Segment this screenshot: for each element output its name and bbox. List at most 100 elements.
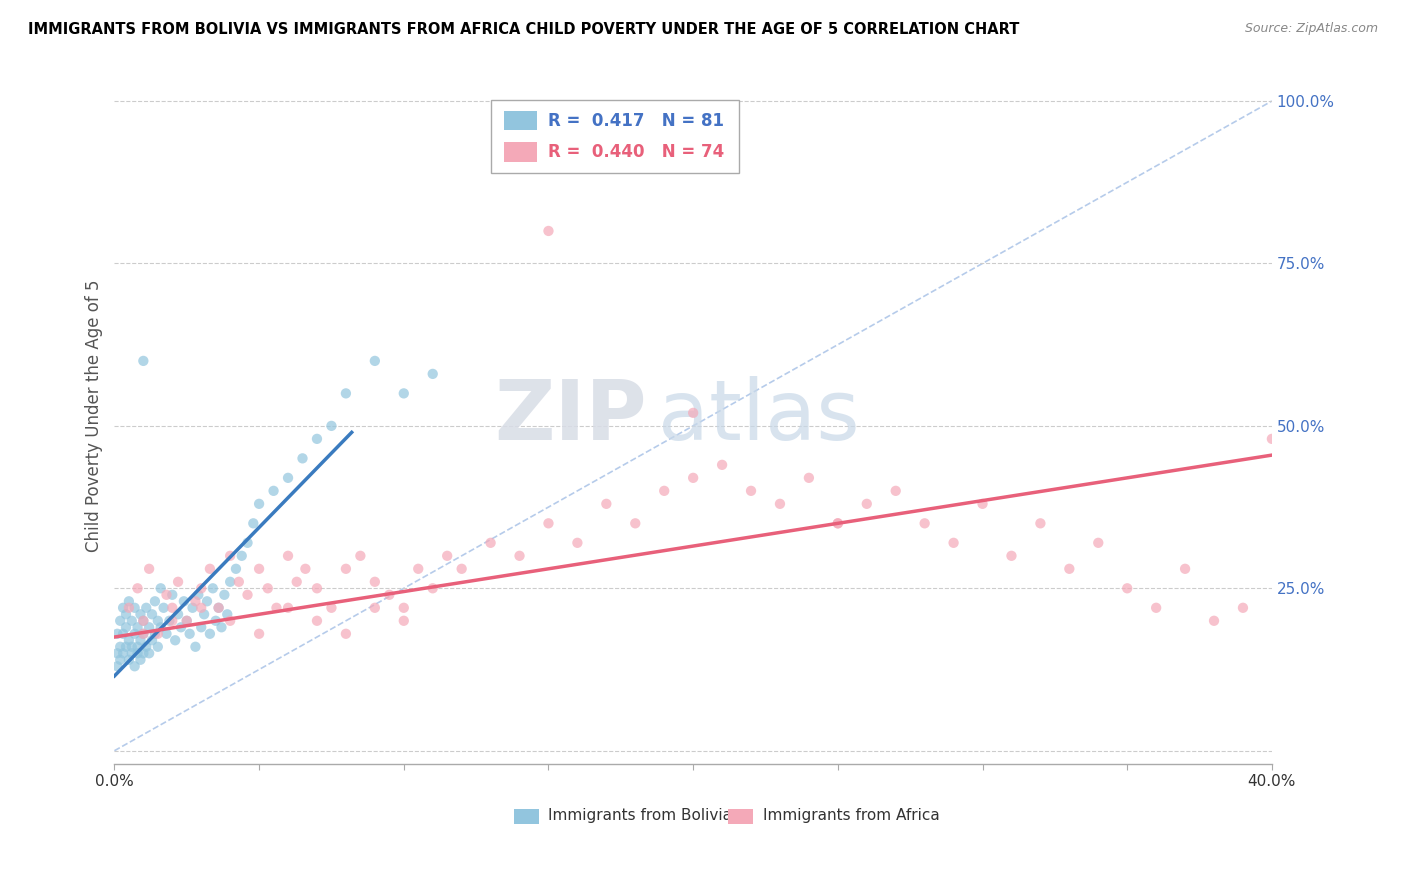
Point — [167, 574, 190, 589]
Point — [190, 600, 212, 615]
Point — [132, 627, 155, 641]
Point — [207, 600, 229, 615]
Point — [1116, 582, 1139, 596]
Point — [236, 536, 259, 550]
Point — [509, 549, 531, 563]
Point — [124, 600, 146, 615]
Point — [138, 620, 160, 634]
Text: Immigrants from Bolivia: Immigrants from Bolivia — [548, 808, 733, 823]
Point — [198, 627, 221, 641]
Point — [121, 640, 143, 654]
Point — [914, 516, 936, 531]
Point — [335, 627, 357, 641]
Text: ZIP: ZIP — [495, 376, 647, 457]
Point — [115, 620, 138, 634]
Point — [167, 607, 190, 622]
Point — [121, 614, 143, 628]
Point — [176, 614, 198, 628]
Point — [378, 588, 401, 602]
Point — [1174, 562, 1197, 576]
Point — [184, 640, 207, 654]
Point — [219, 614, 242, 628]
Point — [105, 646, 128, 660]
Point — [118, 600, 141, 615]
Point — [797, 471, 820, 485]
Point — [207, 600, 229, 615]
Point — [108, 653, 131, 667]
Point — [141, 607, 163, 622]
Point — [1029, 516, 1052, 531]
Point — [567, 536, 589, 550]
Point — [855, 497, 877, 511]
Point — [112, 646, 135, 660]
Point — [285, 574, 308, 589]
Point — [305, 432, 328, 446]
Point — [138, 562, 160, 576]
Point — [184, 594, 207, 608]
FancyBboxPatch shape — [505, 111, 537, 130]
Point — [682, 471, 704, 485]
Point — [132, 614, 155, 628]
Point — [195, 594, 218, 608]
Point — [277, 549, 299, 563]
Point — [201, 582, 224, 596]
Point — [364, 354, 387, 368]
Point — [108, 614, 131, 628]
Point — [162, 614, 184, 628]
Point — [155, 627, 177, 641]
Point — [146, 627, 169, 641]
Point — [1232, 600, 1254, 615]
Point — [149, 620, 172, 634]
Point — [335, 562, 357, 576]
Point — [165, 633, 187, 648]
Point — [537, 516, 560, 531]
Text: IMMIGRANTS FROM BOLIVIA VS IMMIGRANTS FROM AFRICA CHILD POVERTY UNDER THE AGE OF: IMMIGRANTS FROM BOLIVIA VS IMMIGRANTS FR… — [28, 22, 1019, 37]
Point — [121, 646, 143, 660]
Point — [479, 536, 502, 550]
Point — [1059, 562, 1081, 576]
Point — [132, 627, 155, 641]
Point — [392, 614, 415, 628]
Point — [450, 562, 472, 576]
FancyBboxPatch shape — [505, 142, 537, 161]
Point — [228, 574, 250, 589]
Point — [115, 640, 138, 654]
Point — [170, 620, 193, 634]
Point — [149, 582, 172, 596]
Point — [277, 471, 299, 485]
Point — [305, 614, 328, 628]
Point — [422, 367, 444, 381]
Point — [364, 600, 387, 615]
Y-axis label: Child Poverty Under the Age of 5: Child Poverty Under the Age of 5 — [86, 280, 103, 552]
Text: R =  0.417   N = 81: R = 0.417 N = 81 — [548, 112, 724, 129]
Point — [129, 607, 152, 622]
Point — [335, 386, 357, 401]
Point — [141, 633, 163, 648]
Point — [143, 627, 166, 641]
Point — [108, 640, 131, 654]
Point — [231, 549, 253, 563]
Point — [827, 516, 849, 531]
Point — [214, 588, 236, 602]
Point — [392, 386, 415, 401]
Point — [277, 600, 299, 615]
Point — [127, 646, 149, 660]
Point — [146, 614, 169, 628]
Point — [972, 497, 994, 511]
Point — [827, 516, 849, 531]
Point — [118, 594, 141, 608]
Point — [247, 497, 270, 511]
Point — [884, 483, 907, 498]
Point — [146, 640, 169, 654]
Point — [176, 614, 198, 628]
Point — [1202, 614, 1225, 628]
Point — [132, 354, 155, 368]
Point — [652, 483, 675, 498]
Point — [115, 607, 138, 622]
Point — [392, 600, 415, 615]
Point — [266, 600, 288, 615]
Point — [152, 600, 174, 615]
Point — [364, 574, 387, 589]
Point — [537, 224, 560, 238]
Point — [1087, 536, 1109, 550]
